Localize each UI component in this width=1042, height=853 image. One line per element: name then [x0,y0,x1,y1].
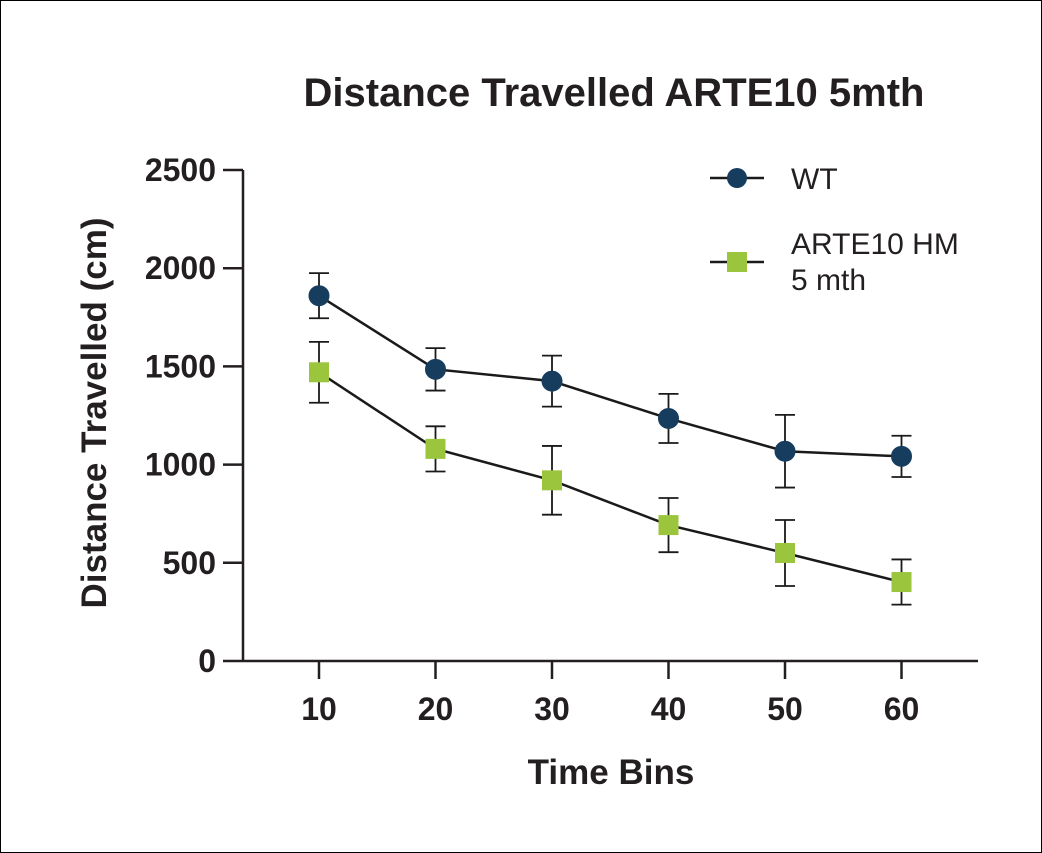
series-layer [308,272,912,606]
data-point [542,470,562,491]
data-point [774,440,796,462]
y-ticks: 0 500 1000 1500 2000 2500 [145,152,243,679]
legend-item: ARTE10 HM5 mth [710,228,959,297]
x-ticks: 10 20 30 40 50 60 [301,661,919,727]
y-axis-label: Distance Travelled (cm) [75,218,114,609]
x-tick-label: 10 [301,691,337,727]
y-tick-label: 1500 [145,348,216,384]
x-tick-label: 50 [767,691,803,727]
y-tick-label: 1000 [145,447,216,483]
data-point [308,285,330,307]
data-point [891,445,912,467]
y-tick-label: 0 [198,643,216,679]
x-axis: 10 20 30 40 50 60 [243,659,978,727]
y-tick-label: 2500 [145,152,216,188]
legend-label: ARTE10 HM [791,228,959,261]
series-arte10 [309,340,912,606]
series-wt [308,272,912,489]
data-point [891,572,912,593]
series-line [318,371,902,584]
data-point [425,358,446,380]
y-tick-label: 2000 [145,250,216,286]
data-point [541,370,563,392]
chart-title: Distance Travelled ARTE10 5mth [304,71,925,115]
x-tick-label: 30 [534,691,570,727]
series-line [318,294,902,458]
data-point [309,362,329,383]
x-tick-label: 40 [651,691,687,727]
x-tick-label: 60 [884,691,920,727]
data-point [425,438,446,459]
legend-label: 5 mth [791,264,866,297]
legend-label: WT [791,163,838,196]
data-point [775,542,795,563]
data-point [658,515,679,536]
y-axis: 0 500 1000 1500 2000 2500 [145,152,245,679]
legend: WT ARTE10 HM5 mth [710,163,959,297]
x-tick-label: 20 [418,691,454,727]
legend-item: WT [710,163,838,196]
legend-marker [727,168,747,188]
data-point [658,407,679,429]
x-axis-label: Time Bins [528,753,695,792]
legend-marker [727,252,747,272]
y-tick-label: 500 [163,545,216,581]
